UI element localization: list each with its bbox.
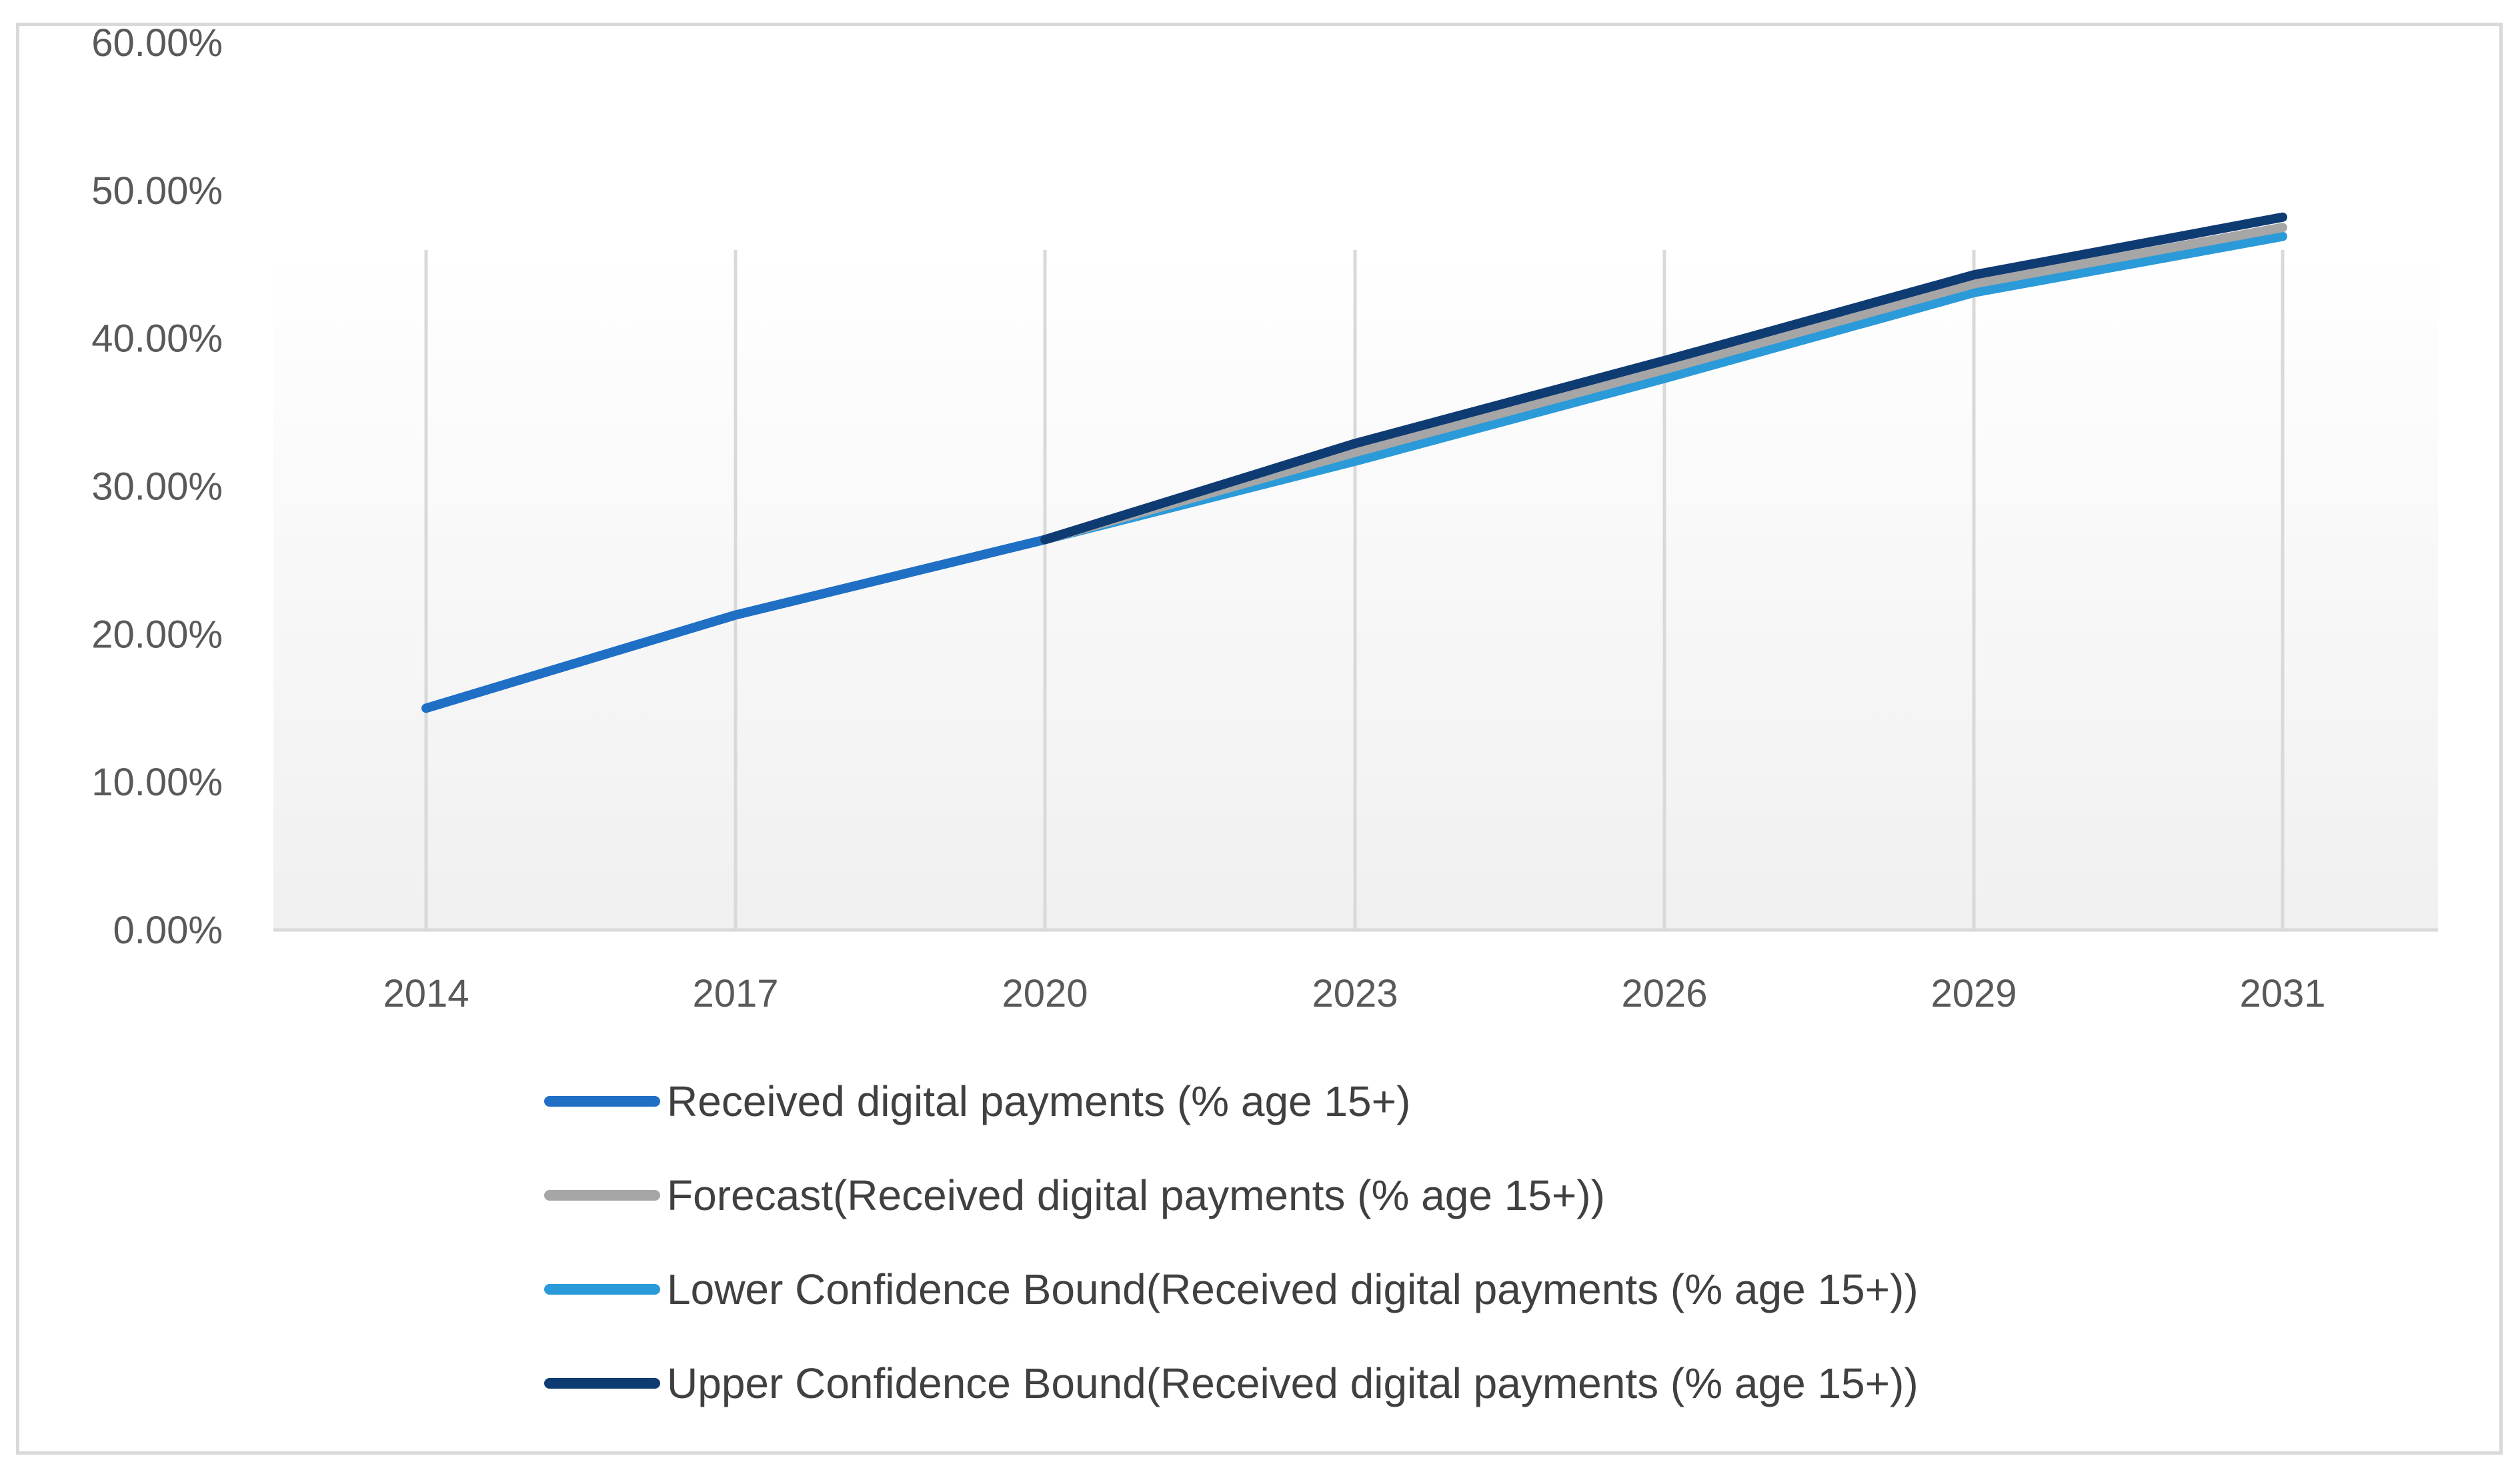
- x-tick-label: 2026: [1621, 972, 1707, 1015]
- y-tick-label: 30.00%: [91, 465, 223, 509]
- x-axis-ticks: 2014 2017 2020 2023 2026 2029 2031: [383, 972, 2325, 1015]
- series-line: [1040, 223, 2287, 545]
- y-tick-label: 50.00%: [91, 169, 223, 213]
- y-axis-ticks: 0.00% 10.00% 20.00% 30.00% 40.00% 50.00% 60.00…: [91, 21, 223, 952]
- legend-label: Received digital payments (% age 15+): [667, 1077, 1410, 1125]
- x-tick-label: 2014: [383, 972, 469, 1015]
- y-tick-label: 40.00%: [91, 317, 223, 361]
- legend: Received digital payments (% age 15+) For…: [544, 1077, 1919, 1407]
- y-tick-label: 60.00%: [91, 21, 223, 65]
- legend-label: Lower Confidence Bound(Received digital …: [667, 1265, 1919, 1313]
- y-tick-label: 20.00%: [91, 613, 223, 656]
- series-line: [1040, 212, 2287, 545]
- series-line: [1040, 231, 2287, 545]
- series-line: [421, 535, 1050, 713]
- x-tick-label: 2031: [2239, 972, 2325, 1015]
- series-lines: [421, 212, 2287, 713]
- x-tick-label: 2017: [692, 972, 778, 1015]
- y-tick-label: 10.00%: [91, 761, 223, 804]
- x-tick-label: 2020: [1002, 972, 1088, 1015]
- legend-label: Upper Confidence Bound(Received digital …: [667, 1359, 1919, 1407]
- gridlines: [424, 250, 2285, 930]
- legend-label: Forecast(Received digital payments (% ag…: [667, 1171, 1605, 1219]
- x-tick-label: 2029: [1931, 972, 2017, 1015]
- y-tick-label: 0.00%: [113, 909, 223, 952]
- x-tick-label: 2023: [1312, 972, 1398, 1015]
